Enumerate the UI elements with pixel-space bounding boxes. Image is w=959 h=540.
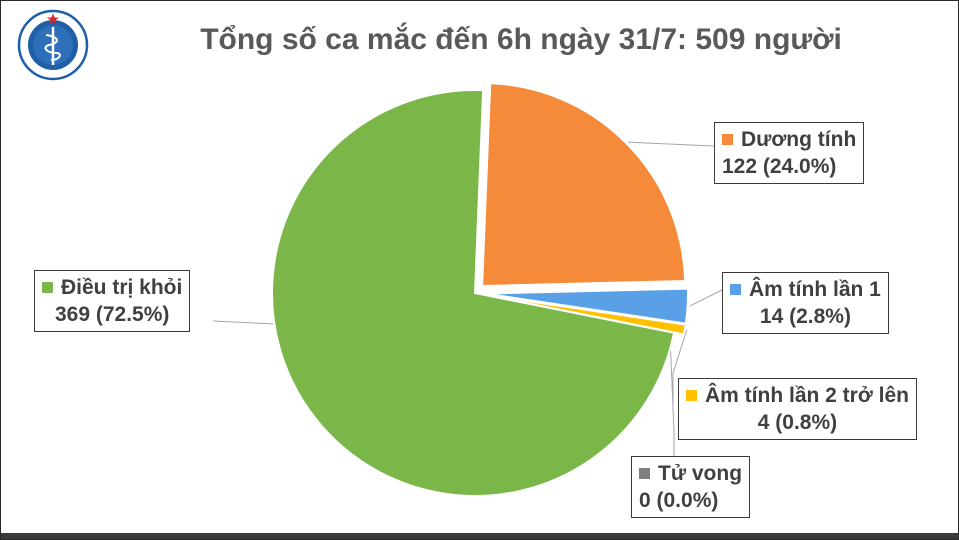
pie-slice-duong-tinh bbox=[481, 82, 687, 288]
label-dieu-tri-khoi: Điều trị khỏi 369 (72.5%) bbox=[34, 270, 191, 332]
label-value: 122 (24.0%) bbox=[722, 155, 837, 178]
ministry-of-health-logo bbox=[15, 9, 91, 81]
chart-title: Tổng số ca mắc đến 6h ngày 31/7: 509 ngư… bbox=[200, 23, 842, 56]
label-name: Âm tính lần 1 bbox=[749, 278, 881, 301]
legend-swatch-am-tinh-lan-2 bbox=[686, 390, 697, 401]
label-value: 0 (0.0%) bbox=[639, 489, 719, 512]
label-name: Dương tính bbox=[741, 128, 857, 151]
bottom-border bbox=[1, 533, 958, 539]
label-duong-tinh: Dương tính 122 (24.0%) bbox=[714, 122, 865, 184]
pie-slices bbox=[271, 82, 689, 497]
leader-line-duong-tinh bbox=[628, 141, 715, 147]
label-name: Điều trị khỏi bbox=[61, 276, 183, 299]
label-value: 14 (2.8%) bbox=[759, 305, 851, 328]
legend-swatch-tu-vong bbox=[639, 468, 650, 479]
label-am-tinh-lan-2: Âm tính lần 2 trở lên 4 (0.8%) bbox=[678, 378, 917, 440]
leader-line-am-tinh-lan-1 bbox=[689, 289, 723, 307]
label-tu-vong: Tử vong 0 (0.0%) bbox=[631, 456, 751, 518]
label-am-tinh-lan-1: Âm tính lần 1 14 (2.8%) bbox=[722, 272, 889, 334]
legend-swatch-am-tinh-lan-1 bbox=[730, 284, 741, 295]
legend-swatch-duong-tinh bbox=[722, 134, 733, 145]
label-value: 369 (72.5%) bbox=[54, 303, 170, 326]
legend-swatch-dieu-tri-khoi bbox=[42, 282, 53, 293]
pie-slice-am-tinh-lan-1 bbox=[484, 287, 689, 325]
label-name: Tử vong bbox=[658, 462, 743, 485]
pie-slice-dieu-tri-khoi bbox=[271, 89, 676, 497]
label-name: Âm tính lần 2 trở lên bbox=[705, 384, 909, 407]
label-value: 4 (0.8%) bbox=[757, 411, 838, 434]
